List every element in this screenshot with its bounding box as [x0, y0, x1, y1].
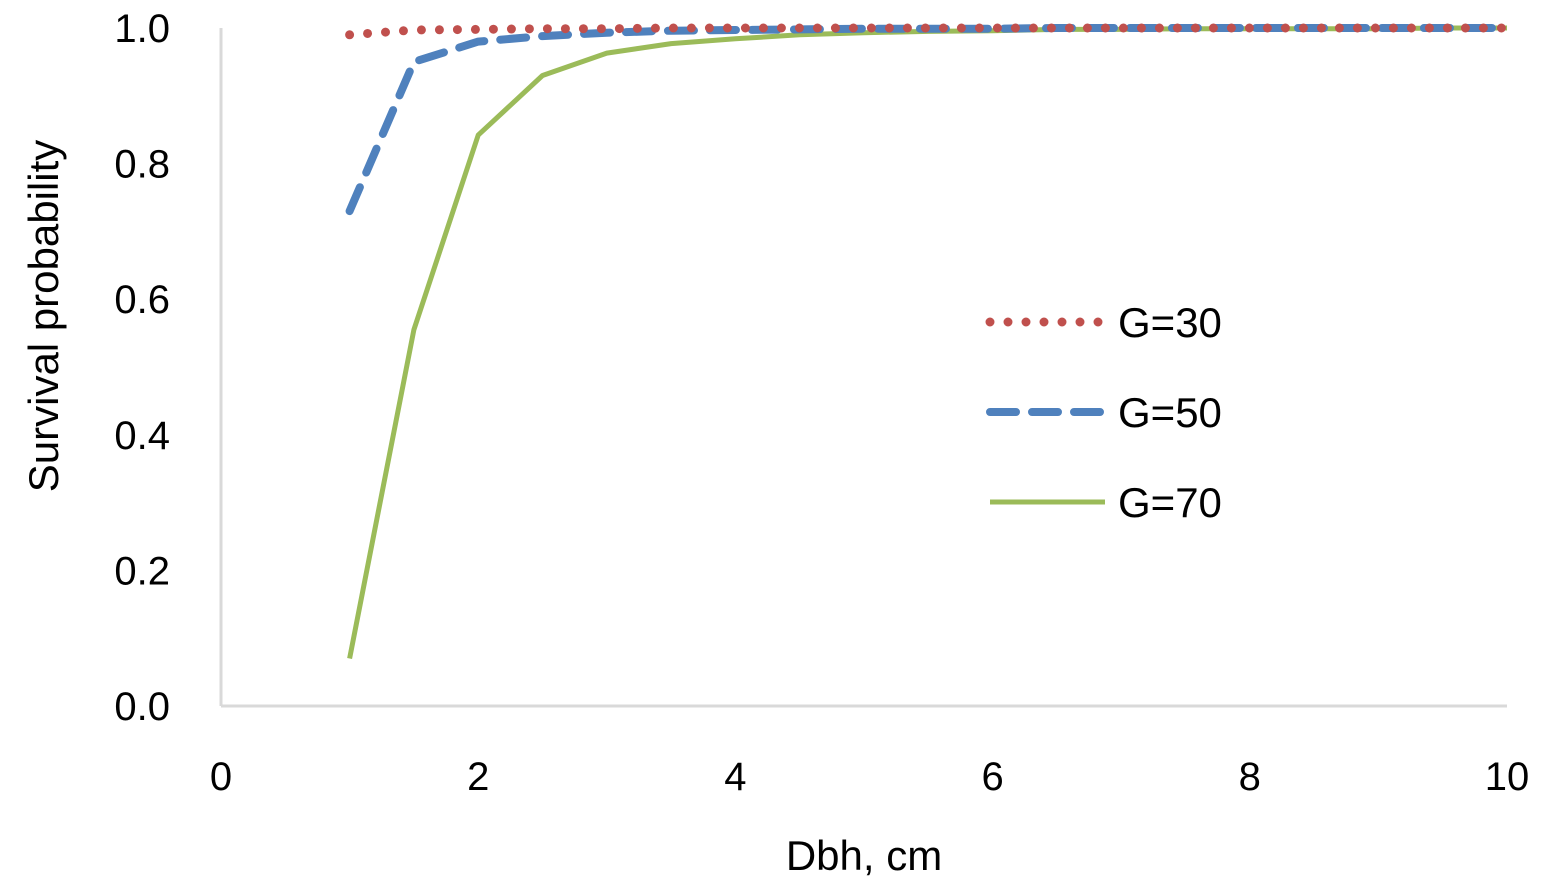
- legend: G=30 G=50 G=70: [985, 299, 1222, 526]
- legend-label: G=50: [1118, 389, 1222, 436]
- x-axis-title: Dbh, cm: [786, 832, 942, 879]
- x-tick-label: 8: [1239, 755, 1261, 799]
- y-tick-label: 0.6: [114, 278, 170, 322]
- x-tick-label: 0: [210, 755, 232, 799]
- y-tick-label: 1.0: [114, 7, 170, 51]
- y-tick-label: 0.0: [114, 685, 170, 729]
- y-tick-labels: 0.0 0.2 0.4 0.6 0.8 1.0: [114, 7, 170, 729]
- y-tick-label: 0.2: [114, 549, 170, 593]
- y-tick-label: 0.8: [114, 143, 170, 187]
- y-tick-label: 0.4: [114, 414, 170, 458]
- x-tick-label: 6: [981, 755, 1003, 799]
- x-tick-label: 10: [1485, 755, 1530, 799]
- x-tick-labels: 0 2 4 6 8 10: [210, 755, 1529, 799]
- legend-label: G=30: [1118, 299, 1222, 346]
- series-line-g30: [345, 23, 1512, 40]
- series-layer: [345, 23, 1512, 659]
- x-tick-label: 4: [724, 755, 746, 799]
- axes: [219, 28, 1507, 708]
- series-line-g70: [347, 25, 1507, 659]
- y-axis-title: Survival probability: [20, 140, 67, 493]
- x-tick-label: 2: [467, 755, 489, 799]
- legend-label: G=70: [1118, 479, 1222, 526]
- series-line-g50: [345, 24, 1511, 216]
